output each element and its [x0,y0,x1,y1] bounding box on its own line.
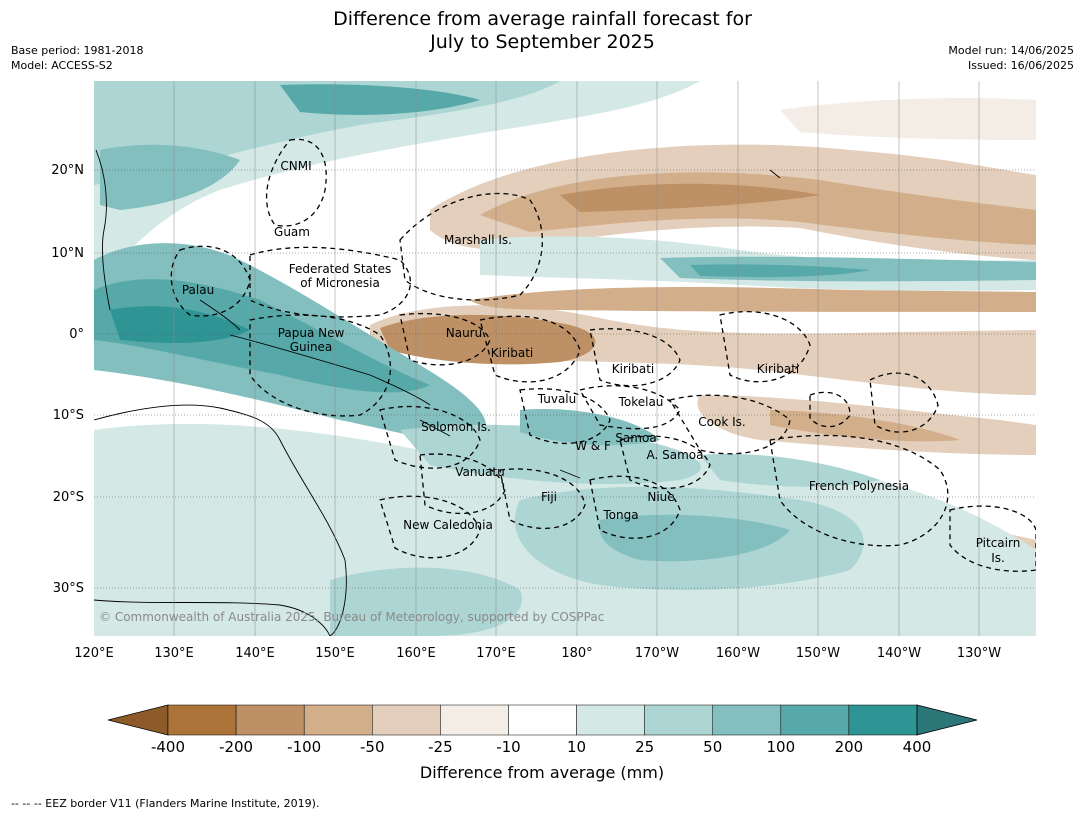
label-guam: Guam [274,225,310,239]
lon-tick-label: 170°E [476,646,516,661]
copyright-note: © Commonwealth of Australia 2025, Bureau… [99,610,604,624]
lon-tick-label: 160°E [396,646,436,661]
colorbar-tick: -100 [287,738,321,756]
colorbar-tick: -200 [219,738,253,756]
colorbar-swatch [780,704,850,736]
label-french-polynesia: French Polynesia [809,479,909,493]
colorbar-swatch [576,704,645,736]
graticule [173,81,980,636]
colorbar-swatch [372,704,441,736]
label-niue: Niue [647,490,674,504]
label-tokelau: Tokelau [618,395,664,409]
colorbar [107,704,978,736]
label-new-caledonia: New Caledonia [403,518,493,532]
latitude-lines [94,169,1036,589]
model-name: Model: ACCESS-S2 [11,59,113,72]
issued-date: Issued: 16/06/2025 [967,59,1074,72]
colorbar-tick: 200 [835,738,864,756]
lat-tick-label: 20°N [51,163,84,178]
chart-title: Difference from average rainfall forecas… [0,8,1085,54]
label-fsm-2: of Micronesia [300,276,380,290]
colorbar-tick: 25 [635,738,654,756]
lon-tick-label: 130°E [154,646,194,661]
lat-tick-label: 10°N [51,246,84,261]
lat-tick-label: 20°S [53,490,84,505]
label-tonga: Tonga [602,508,638,522]
colorbar-tick: -10 [496,738,521,756]
label-pitcairn-2: Is. [991,551,1005,565]
base-period: Base period: 1981-2018 [11,44,144,57]
lon-tick-label: 150°W [796,646,840,661]
lat-tick-label: 10°S [53,408,84,423]
colorbar-tick: -25 [428,738,453,756]
colorbar-tick: 10 [567,738,586,756]
colorbar-tick: 50 [703,738,722,756]
meta-left: Base period: 1981-2018 Model: ACCESS-S2 [11,43,143,73]
label-kiribati-central: Kiribati [612,362,654,376]
rainfall-anomaly-field [94,81,1036,636]
lon-tick-label: 120°E [74,646,114,661]
label-american-samoa: A. Samoa [647,448,704,462]
eez-legend-note: -- -- -- EEZ border V11 (Flanders Marine… [11,797,320,810]
label-vanuatu: Vanuatu [455,465,505,479]
lon-tick-label: 140°W [877,646,921,661]
lon-tick-label: 180° [561,646,592,661]
label-cnmi: CNMI [280,159,311,173]
label-wallis-futuna: W & F [575,439,611,453]
lon-tick-label: 140°E [235,646,275,661]
colorbar-swatch [712,704,782,736]
label-kiribati-east: Kiribati [757,362,799,376]
colorbar-swatch [644,704,713,736]
label-fsm-1: Federated States [289,262,391,276]
colorbar-tick: 100 [766,738,795,756]
latitude-tick-labels: 20°N 10°N 0° 10°S 20°S 30°S [51,163,84,596]
colorbar-swatch [440,704,509,736]
label-tuvalu: Tuvalu [537,392,577,406]
lat-tick-label: 0° [69,327,84,342]
longitude-tick-labels: 120°E 130°E 140°E 150°E 160°E 170°E 180° 170°W 1… [74,646,1001,661]
lon-tick-label: 160°W [716,646,760,661]
meta-right: Model run: 14/06/2025 Issued: 16/06/2025 [948,43,1074,73]
label-marshall: Marshall Is. [444,233,512,247]
title-line-1: Difference from average rainfall forecas… [333,8,752,30]
label-palau: Palau [182,283,214,297]
title-line-2: July to September 2025 [430,31,655,53]
label-samoa: Samoa [615,431,656,445]
colorbar-tick-labels: -400 -200 -100 -50 -25 -10 10 25 50 100 200 400 [151,738,931,756]
colorbar-swatch [848,704,918,736]
colorbar-extend-high [916,704,978,736]
label-pitcairn-1: Pitcairn [976,536,1021,550]
colorbar-title: Difference from average (mm) [420,763,664,782]
lon-tick-label: 150°E [315,646,355,661]
label-png-2: Guinea [290,340,333,354]
colorbar-swatch [508,704,577,736]
eez-borders [170,138,1036,572]
model-run: Model run: 14/06/2025 [948,44,1074,57]
label-fiji: Fiji [541,490,557,504]
colorbar-swatch [167,704,237,736]
label-solomon: Solomon Is. [421,420,491,434]
lon-tick-label: 130°W [957,646,1001,661]
label-cook: Cook Is. [698,415,745,429]
colorbar-swatch [303,704,373,736]
colorbar-extend-low [107,704,169,736]
colorbar-tick: 400 [903,738,932,756]
label-nauru: Nauru [446,326,482,340]
label-kiribati-west: Kiribati [491,346,533,360]
colorbar-tick: -400 [151,738,185,756]
lat-tick-label: 30°S [53,581,84,596]
lon-tick-label: 170°W [635,646,679,661]
label-png-1: Papua New [278,326,345,340]
colorbar-swatch [235,704,305,736]
colorbar-tick: -50 [360,738,385,756]
